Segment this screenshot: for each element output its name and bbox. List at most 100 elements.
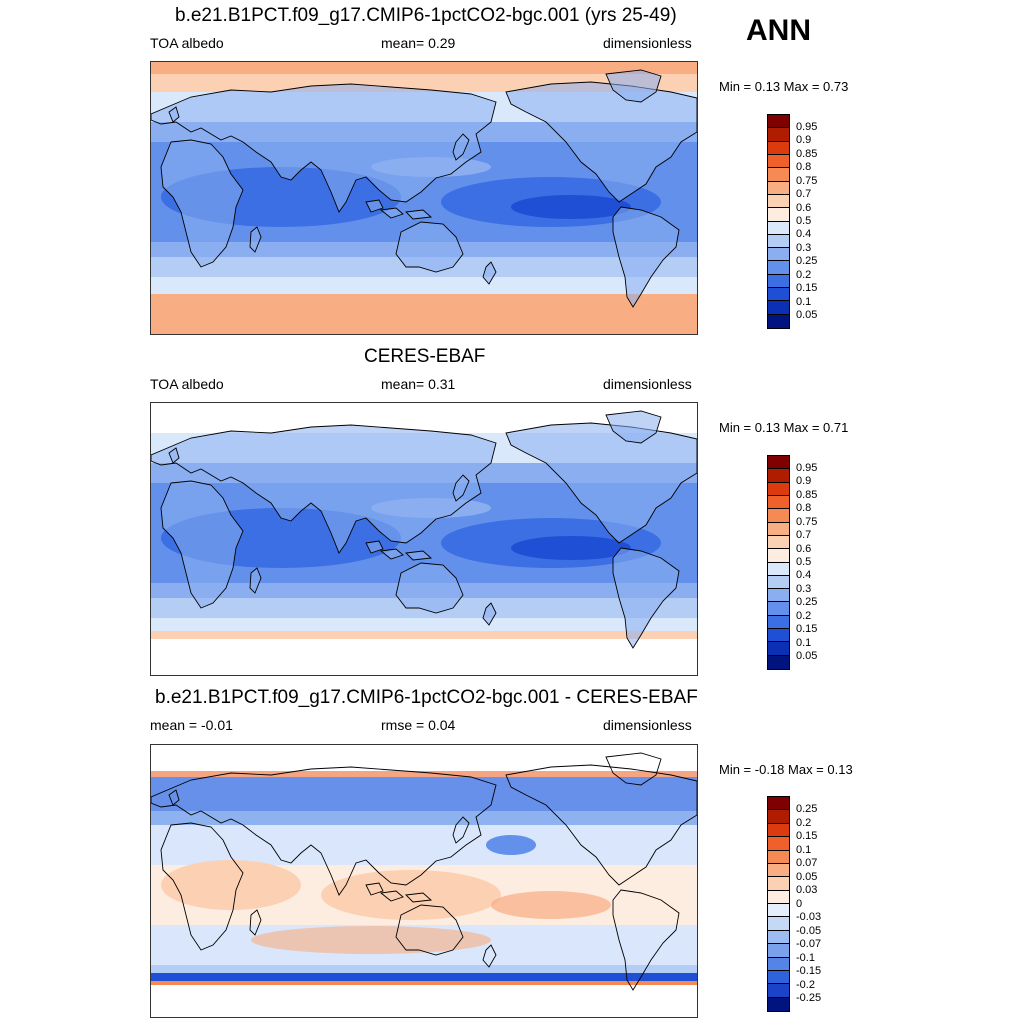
colorbar-tick-label: 0.1	[796, 636, 812, 649]
colorbar-tick-label: -0.15	[796, 965, 822, 977]
colorbar-tick-label: 0.4	[796, 569, 812, 582]
coastline	[168, 447, 180, 464]
panel-2-variable-label: TOA albedo	[150, 376, 224, 392]
coastline	[151, 424, 497, 554]
colorbar-tick-label: 0.3	[796, 241, 812, 254]
colorbar-tick-label: 0	[796, 897, 803, 910]
colorbar-box	[768, 904, 789, 918]
coastline	[505, 764, 697, 886]
coastline	[452, 816, 470, 844]
colorbar-tick-label: 0.1	[796, 295, 812, 308]
colorbar-box	[768, 288, 789, 302]
colorbar-box	[768, 535, 789, 550]
colorbar-box	[768, 301, 789, 315]
colorbar-tick-label: 0.8	[796, 161, 812, 174]
colorbar-box	[768, 837, 789, 851]
colorbar-box	[768, 274, 789, 289]
colorbar-box	[768, 984, 789, 998]
colorbar-tick-label: 0.3	[796, 582, 812, 595]
colorbar-box	[768, 930, 789, 945]
colorbar-box	[768, 549, 789, 563]
panel-1-mean-label: mean= 0.29	[381, 35, 456, 51]
panel-2-minmax: Min = 0.13 Max = 0.71	[719, 420, 849, 435]
panel-2-map	[150, 402, 698, 676]
colorbar-box	[768, 602, 789, 616]
colorbar-box	[768, 128, 789, 142]
colorbar-tick-label: -0.07	[796, 938, 822, 950]
colorbar-box	[768, 234, 789, 249]
colorbar-tick-label: 0.75	[796, 515, 818, 528]
colorbar-box	[768, 797, 789, 811]
colorbar-box	[768, 522, 789, 536]
panel-3-title: b.e21.B1PCT.f09_g17.CMIP6-1pctCO2-bgc.00…	[155, 687, 698, 708]
colorbar-tick-label: 0.25	[796, 596, 818, 609]
colorbar-box	[768, 810, 789, 824]
coastline	[365, 882, 433, 903]
colorbar-box	[768, 589, 789, 603]
panel-1-minmax: Min = 0.13 Max = 0.73	[719, 79, 849, 94]
panel-1-colorbar	[767, 114, 790, 329]
colorbar-tick-label: -0.05	[796, 924, 822, 937]
panel-3-units-label: dimensionless	[603, 717, 692, 733]
colorbar-tick-label: 0.8	[796, 502, 812, 515]
coastline	[452, 133, 470, 161]
colorbar-tick-label: 0.15	[796, 623, 818, 636]
colorbar-tick-label: 0.9	[796, 134, 812, 147]
panel-3-colorbar	[767, 796, 790, 1012]
colorbar-tick-label: 0.75	[796, 174, 818, 187]
colorbar-tick-label: 0.95	[796, 461, 818, 474]
coastline	[249, 909, 262, 936]
coastline	[605, 410, 662, 444]
panel-3-minmax: Min = -0.18 Max = 0.13	[719, 762, 853, 777]
coastline	[168, 789, 180, 806]
panel-3-map	[150, 744, 698, 1018]
coastline	[605, 69, 662, 103]
colorbar-box	[768, 141, 789, 155]
coastline	[365, 540, 433, 561]
coastline	[395, 221, 464, 273]
colorbar-tick-label: 0.25	[796, 255, 818, 268]
colorbar-tick-label: 0.85	[796, 488, 818, 501]
coastline	[151, 766, 497, 896]
colorbar-box	[768, 314, 789, 328]
panel-2-units-label: dimensionless	[603, 376, 692, 392]
colorbar-box	[768, 495, 789, 510]
colorbar-box	[768, 168, 789, 182]
colorbar-box	[768, 642, 789, 656]
coastline	[482, 602, 497, 626]
coastline	[395, 904, 464, 956]
coastlines	[151, 69, 697, 308]
coastline	[395, 562, 464, 614]
colorbar-tick-label: -0.03	[796, 911, 822, 923]
panel-1-title: b.e21.B1PCT.f09_g17.CMIP6-1pctCO2-bgc.00…	[175, 5, 677, 26]
colorbar-tick-label: 0.7	[796, 529, 812, 542]
colorbar-box	[768, 469, 789, 483]
panel-3-mean-label: mean = -0.01	[150, 717, 233, 733]
colorbar-box	[768, 181, 789, 195]
panel-1-variable-label: TOA albedo	[150, 35, 224, 51]
colorbar-tick-label: 0.7	[796, 188, 812, 201]
coastline	[482, 944, 497, 968]
colorbar-box	[768, 482, 789, 496]
panel-1-map	[150, 61, 698, 335]
colorbar-box	[768, 615, 789, 630]
coastline	[612, 547, 680, 649]
colorbar-tick-label: 0.95	[796, 120, 818, 133]
coastline	[168, 106, 180, 123]
map-fill	[151, 745, 697, 1017]
panel-2-title: CERES-EBAF	[364, 346, 486, 367]
coastlines	[151, 752, 697, 991]
coastline	[365, 199, 433, 220]
colorbar-tick-label: 0.5	[796, 556, 812, 568]
colorbar-box	[768, 248, 789, 262]
colorbar-tick-label: 0.1	[796, 843, 812, 856]
colorbar-tick-label: 0.05	[796, 870, 818, 883]
coastline	[249, 226, 262, 253]
colorbar-box	[768, 957, 789, 971]
colorbar-box	[768, 221, 789, 235]
colorbar-box	[768, 194, 789, 209]
colorbar-tick-label: -0.25	[796, 992, 822, 1004]
colorbar-box	[768, 944, 789, 958]
colorbar-tick-label: 0.9	[796, 475, 812, 488]
panel-3-rmse-label: rmse = 0.04	[381, 717, 456, 733]
